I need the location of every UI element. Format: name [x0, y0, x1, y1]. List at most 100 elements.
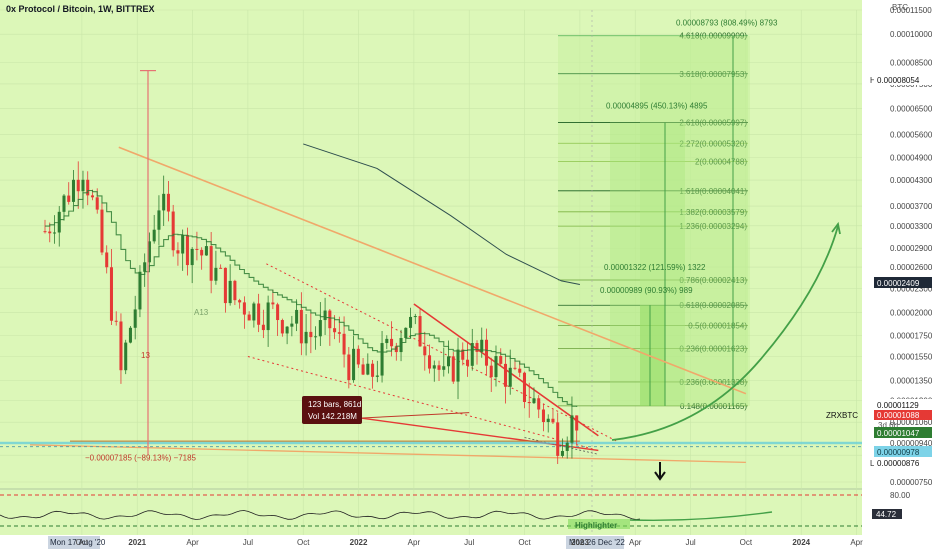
- fan-line: [524, 437, 599, 455]
- price-tick-label: 0.00005600: [890, 130, 932, 139]
- moving-averages: [45, 143, 580, 408]
- chart-title: 0x Protocol / Bitcoin, 1W, BITTREX: [6, 4, 155, 14]
- oscillator-pane[interactable]: [0, 490, 862, 535]
- candle-body: [413, 316, 417, 318]
- ma-value-badge: 0.00001129: [877, 401, 919, 410]
- price-tick-label: 0.00001550: [890, 352, 932, 361]
- candle-body: [280, 320, 284, 334]
- candle-body: [114, 320, 118, 322]
- time-tick-label: Oct: [518, 538, 531, 547]
- osc-tick-80: 80.00: [890, 491, 911, 500]
- time-tick-label: 2023: [571, 538, 589, 547]
- candle-body: [484, 339, 489, 366]
- time-tick-label: Jul: [464, 538, 474, 547]
- candle-body: [109, 267, 113, 321]
- candle-body: [456, 349, 460, 382]
- projection-arrow: [611, 225, 839, 441]
- interval-label: 3d 6h: [878, 421, 898, 430]
- candle-body: [242, 302, 246, 315]
- candle-body: [551, 418, 555, 423]
- candle-body: [124, 342, 128, 371]
- osc-tick-current: 44.72: [876, 510, 897, 519]
- candle-body: [261, 324, 265, 331]
- price-tick-label: 0.00001350: [890, 376, 932, 385]
- fib-level-label: 2.618(0.00005997): [679, 119, 747, 128]
- candle-body: [560, 450, 564, 456]
- candle-body: [166, 193, 170, 212]
- fib-level-label: 0.618(0.00002085): [679, 301, 747, 310]
- candle-body: [266, 302, 270, 331]
- descending-resistance-line: [118, 146, 747, 395]
- target-label-4: 0.00000989 (90.93%) 989: [600, 286, 693, 295]
- candle-body: [276, 304, 280, 321]
- candle-body: [119, 321, 123, 371]
- candle-body: [461, 349, 465, 360]
- candle-body: [333, 328, 337, 333]
- target-box-1: [640, 35, 750, 406]
- candle-body: [162, 193, 166, 211]
- candle-body: [76, 179, 80, 192]
- candle-body: [143, 262, 147, 272]
- candle-body: [371, 363, 375, 377]
- candle-body: [271, 302, 275, 305]
- fib-level-label: 4.618(0.00009909): [679, 32, 747, 41]
- time-tick-label: 2024: [792, 538, 810, 547]
- candle-body: [195, 248, 199, 250]
- time-tick-label: 2021: [128, 538, 146, 547]
- marker-13: 13: [141, 351, 150, 360]
- candle-body: [309, 331, 313, 338]
- candle-body: [152, 229, 156, 242]
- candle-body: [541, 409, 545, 423]
- ma-200-line: [303, 143, 580, 286]
- candle-body: [81, 179, 85, 192]
- price-tick-label: 0.00010000: [890, 30, 932, 39]
- candle-body: [176, 250, 180, 254]
- price-tick-label: 0.00002600: [890, 263, 932, 272]
- candle-body: [489, 365, 493, 378]
- candle-body: [390, 338, 394, 347]
- osc-line: [0, 510, 641, 520]
- annotations: −0.00007185 (−89.13%) −7185 123 bars, 861…: [48, 10, 841, 549]
- candle-body: [499, 356, 503, 364]
- candle-body: [209, 246, 213, 281]
- support-line: [29, 444, 746, 464]
- candle-body: [285, 326, 289, 334]
- price-tick-label: 0.00002300: [890, 284, 932, 293]
- candle-body: [513, 367, 517, 369]
- candle-body: [157, 210, 161, 230]
- time-tick-label: Jul: [685, 538, 695, 547]
- candle-body: [238, 300, 242, 303]
- candle-body: [223, 267, 227, 304]
- projection-arrow-head: [831, 221, 841, 235]
- candle-body: [204, 246, 208, 256]
- channel-dotted-top: [266, 263, 618, 442]
- last-price-badge-box: [874, 409, 932, 420]
- candle-body: [352, 348, 356, 381]
- cursor-date-right: Mon 26 Dec '22: [569, 538, 625, 547]
- candle-body: [314, 336, 318, 338]
- fib-level-label: 0.5(0.00001854): [688, 322, 747, 331]
- low-value-box: [874, 457, 932, 468]
- candle-body: [247, 314, 251, 321]
- last-price-badge: 0.00001088: [877, 411, 920, 420]
- candle-body: [508, 367, 512, 387]
- fib-level-label: 0.786(0.00002413): [679, 276, 747, 285]
- candle-body: [219, 267, 223, 269]
- supertrend-step-line: [45, 189, 578, 408]
- time-tick-label: Apr: [850, 538, 863, 547]
- candle-body: [323, 310, 327, 321]
- current-price-badge: 0.00002409: [877, 279, 920, 288]
- candle-body: [537, 398, 541, 410]
- candle-body: [52, 232, 57, 234]
- time-axis-panel[interactable]: [0, 535, 862, 550]
- low-band-badge: 0.00000978: [877, 448, 920, 457]
- time-tick-label: Oct: [297, 538, 310, 547]
- fib-level-label: 0.236(0.00001338): [679, 378, 747, 387]
- candle-body: [171, 211, 175, 251]
- candle-body: [432, 365, 436, 369]
- fib-level-label: 1.618(0.00004041): [679, 187, 747, 196]
- bars-info-line2: Vol 142.218M: [308, 412, 357, 421]
- candle-body: [447, 356, 451, 367]
- channel-dotted-bottom: [247, 356, 599, 451]
